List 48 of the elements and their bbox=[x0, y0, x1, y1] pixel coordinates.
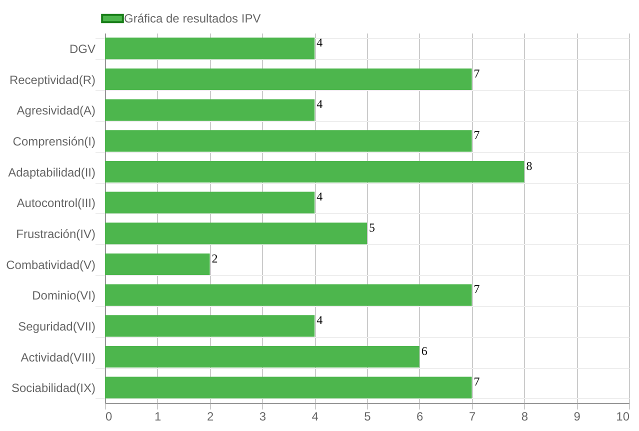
y-tick-label: Actividad(VIII) bbox=[20, 350, 96, 364]
x-tick-label: 7 bbox=[468, 410, 476, 424]
bar bbox=[105, 99, 315, 121]
x-tick-label: 4 bbox=[312, 410, 319, 424]
data-label: 7 bbox=[474, 128, 480, 142]
y-tick-label: Combatividad(V) bbox=[6, 258, 96, 272]
bar bbox=[105, 284, 472, 306]
y-tick-label: Seguridad(VII) bbox=[18, 319, 96, 334]
data-label: 2 bbox=[212, 251, 218, 266]
y-tick-label: Dominio(VI) bbox=[32, 288, 96, 303]
x-tick-label: 5 bbox=[364, 410, 372, 424]
data-label: 8 bbox=[526, 158, 532, 173]
x-tick-label: 10 bbox=[616, 410, 630, 424]
y-tick-label: Agresividad(A) bbox=[16, 104, 96, 118]
y-tick-label: Adaptabilidad(II) bbox=[8, 165, 96, 180]
y-tick-label: Frustración(IV) bbox=[16, 226, 96, 241]
data-label: 5 bbox=[369, 220, 375, 234]
bar bbox=[105, 315, 315, 337]
bar bbox=[105, 253, 210, 276]
data-label: 4 bbox=[316, 35, 323, 50]
bar bbox=[105, 130, 472, 152]
bar bbox=[105, 192, 315, 214]
bar bbox=[105, 222, 367, 244]
y-tick-label: DGV bbox=[69, 42, 96, 56]
x-tick-label: 8 bbox=[521, 410, 528, 424]
legend-label: Gráfica de resultados IPV bbox=[124, 12, 261, 26]
x-tick-label: 9 bbox=[574, 410, 581, 424]
x-tick-label: 3 bbox=[259, 410, 266, 424]
y-tick-label: Receptividad(R) bbox=[9, 72, 96, 87]
y-tick-label: Comprensión(I) bbox=[12, 134, 96, 148]
bar bbox=[105, 346, 420, 368]
bar bbox=[105, 68, 472, 90]
y-tick-label: Sociabilidad(IX) bbox=[11, 381, 96, 396]
data-label: 7 bbox=[474, 374, 480, 389]
x-tick-label: 6 bbox=[416, 410, 424, 424]
bar bbox=[105, 160, 524, 183]
x-tick-label: 1 bbox=[154, 410, 162, 424]
x-tick-label: 2 bbox=[206, 410, 214, 424]
data-label: 7 bbox=[474, 66, 480, 80]
data-label: 6 bbox=[421, 344, 428, 358]
data-label: 7 bbox=[474, 282, 480, 296]
y-tick-label: Autocontrol(III) bbox=[16, 196, 96, 210]
data-label: 4 bbox=[316, 97, 323, 112]
data-label: 4 bbox=[316, 312, 323, 327]
bar bbox=[105, 376, 472, 398]
data-label: 4 bbox=[316, 190, 323, 204]
x-tick-label: 0 bbox=[106, 410, 112, 424]
bar bbox=[105, 38, 315, 60]
